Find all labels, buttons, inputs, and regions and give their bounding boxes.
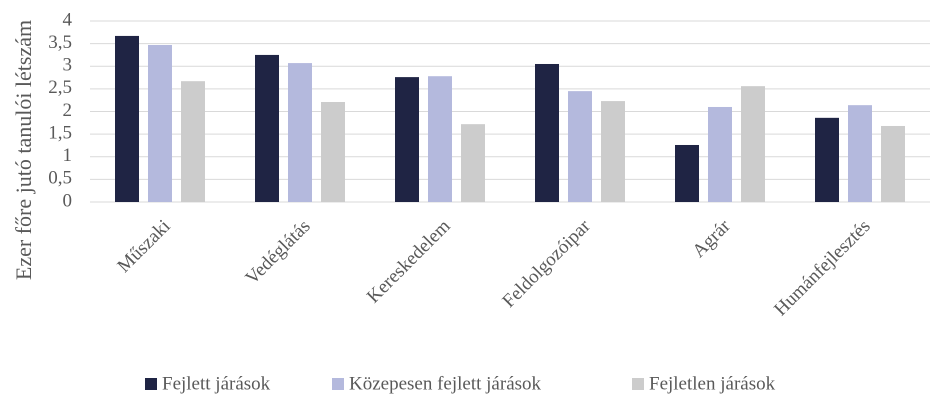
bar [115, 35, 139, 203]
x-tick-label: Agrár [688, 215, 735, 262]
bar [848, 105, 872, 202]
x-tick-label: Feldolgozóipar [498, 215, 595, 312]
y-tick-label: 2 [63, 100, 73, 121]
y-tick-label: 2,5 [48, 77, 72, 98]
bar [815, 117, 839, 202]
x-tick-label: Műszaki [113, 216, 174, 277]
bar [601, 101, 625, 202]
y-tick-label: 1 [63, 145, 73, 166]
bar [288, 63, 312, 202]
bar [255, 54, 279, 202]
bar [181, 81, 205, 202]
y-tick-label: 1,5 [48, 122, 72, 143]
legend-swatch [632, 378, 644, 390]
y-tick-label: 0,5 [48, 168, 72, 189]
bar [428, 76, 452, 202]
x-tick-label: Humánfejlesztés [770, 216, 874, 320]
bar [148, 44, 172, 202]
bar [321, 101, 345, 202]
y-tick-label: 3 [63, 55, 73, 76]
bar [741, 86, 765, 202]
bar [881, 125, 905, 202]
y-tick-label: 4 [63, 9, 73, 30]
legend-label: Fejletlen járások [649, 373, 776, 394]
bar [461, 124, 485, 202]
y-tick-label: 3,5 [48, 32, 72, 53]
legend-label: Közepesen fejlett járások [349, 373, 542, 394]
bar [395, 77, 419, 202]
bar [675, 144, 699, 202]
y-axis-title: Ezer főre jutó tanulói létszám [11, 20, 36, 280]
y-tick-label: 0 [63, 190, 73, 211]
legend-label: Fejlett járások [162, 373, 271, 394]
bar [535, 63, 559, 202]
legend-swatch [145, 378, 157, 390]
bar [708, 106, 732, 202]
legend-swatch [332, 378, 344, 390]
x-tick-label: Kereskedelem [363, 216, 455, 308]
bar [568, 91, 592, 202]
x-tick-label: Vedéglátás [242, 216, 315, 289]
